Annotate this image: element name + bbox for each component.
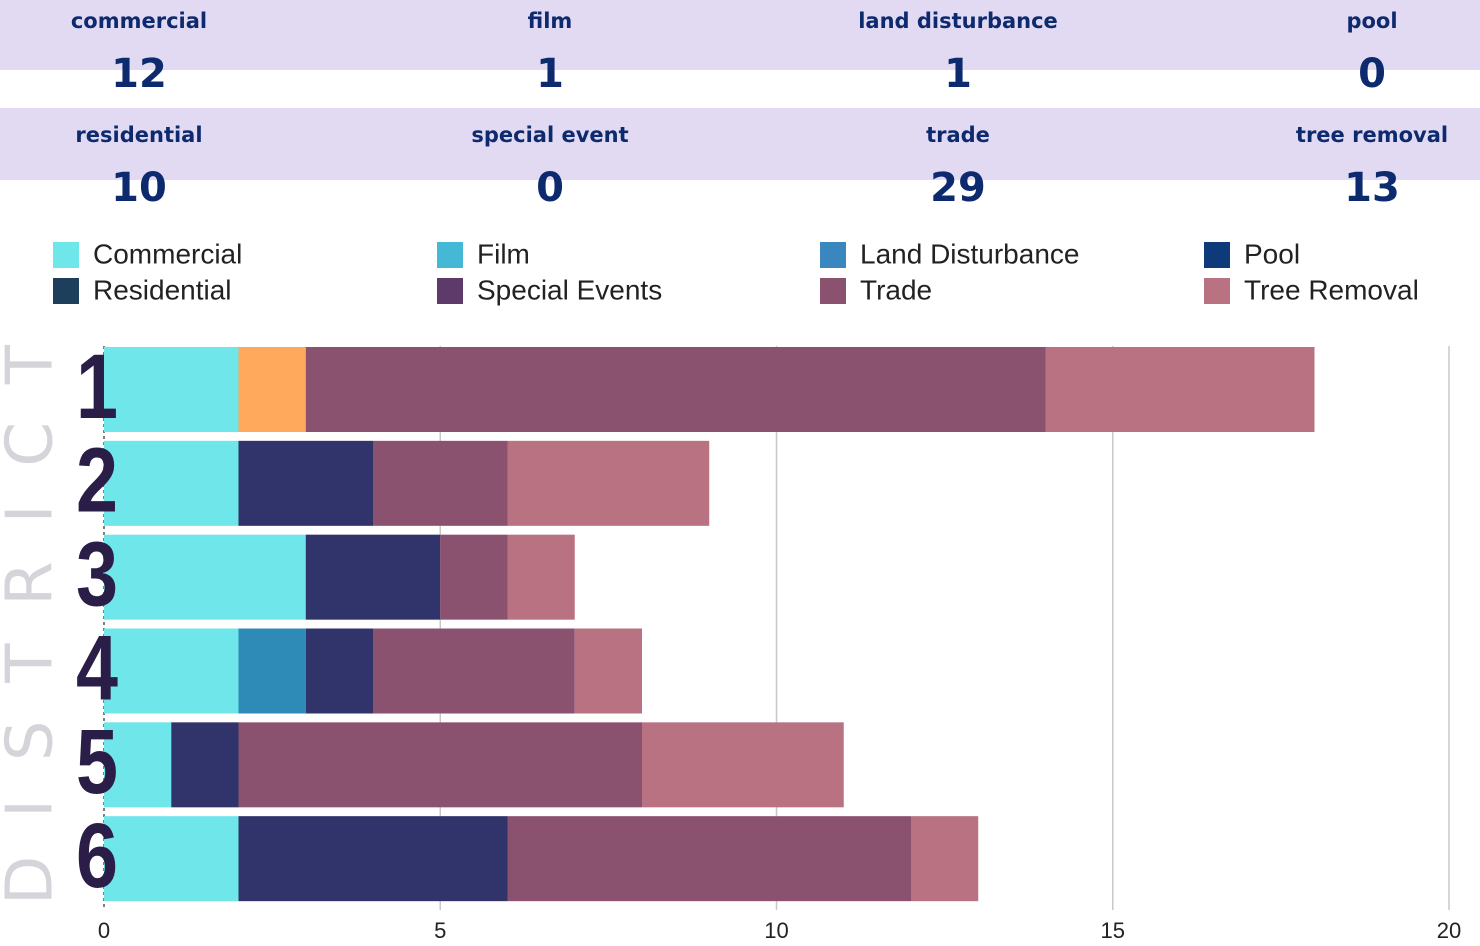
bar-segment [104,816,239,902]
legend-swatch [437,278,463,304]
bar-segment [305,347,1046,432]
legend-swatch [1204,242,1230,268]
stat-label: tree removal [1296,123,1448,147]
legend-label: Pool [1244,238,1300,269]
bar-segment [104,628,239,714]
category-label: 1 [76,336,118,438]
stat-value: 0 [536,165,564,211]
stat-label: trade [926,123,990,147]
bar-segment [373,440,508,526]
stat-value: 1 [536,51,564,97]
bar-segment [911,816,979,902]
x-tick-label: 15 [1101,918,1125,943]
legend-label: Commercial [93,238,242,269]
x-tick-label: 0 [98,918,110,943]
legend-label: Film [477,238,530,269]
stat-label: film [528,9,573,33]
x-tick-label: 10 [764,918,788,943]
legend-label: Land Disturbance [860,238,1079,269]
bar-segment [104,440,239,526]
bar-segment [305,534,441,620]
category-label: 4 [76,617,118,719]
stat-value: 13 [1344,165,1400,211]
bar-segment [507,816,911,902]
legend-label: Trade [860,274,932,305]
stat-value: 0 [1358,51,1386,97]
bar-segment [238,722,642,808]
legend-label: Special Events [477,274,662,305]
category-label: 2 [76,430,118,532]
legend-swatch [820,278,846,304]
bar-segment [238,347,306,432]
x-tick-label: 5 [434,918,446,943]
stat-value: 29 [930,165,986,211]
bar-segment [238,816,508,902]
x-tick-label: 20 [1437,918,1461,943]
legend-swatch [53,278,79,304]
stats-band [0,108,1480,180]
stat-label: special event [471,123,628,147]
bar-segment [574,628,642,714]
stat-label: land disturbance [858,9,1058,33]
bar-segment [104,347,239,432]
stat-value: 10 [111,165,167,211]
legend-swatch [437,242,463,268]
stat-label: pool [1346,9,1397,33]
bar-segment [171,722,239,808]
bar-segment [373,628,575,714]
category-label: 5 [76,711,118,813]
bar-segment [238,440,373,526]
bar-segment [507,440,710,526]
legend-swatch [53,242,79,268]
stat-value: 1 [944,51,972,97]
bar-segment [642,722,844,808]
stat-label: commercial [71,9,207,33]
stat-label: residential [75,123,202,147]
category-label: 3 [76,523,118,625]
bar-segment [507,534,575,620]
bar-segment [305,628,373,714]
bar-segment [440,534,508,620]
legend-label: Residential [93,274,232,305]
legend-label: Tree Removal [1244,274,1419,305]
legend-swatch [1204,278,1230,304]
y-axis-label: DISTRICT [0,344,68,905]
bar-segment [104,534,306,620]
bar-segment [104,722,172,808]
legend-swatch [820,242,846,268]
bar-segment [1045,347,1315,432]
stat-value: 12 [111,51,167,97]
bar-segment [238,628,306,714]
stats-band [0,0,1480,70]
category-label: 6 [76,805,118,907]
